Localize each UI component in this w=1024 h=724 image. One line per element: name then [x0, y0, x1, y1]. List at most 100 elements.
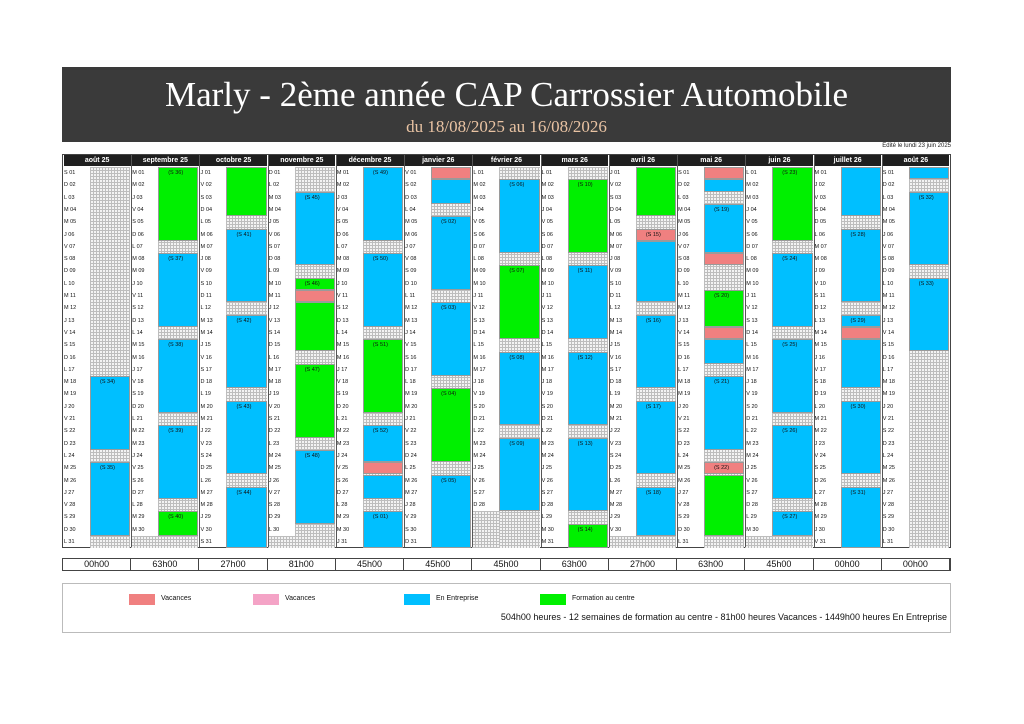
day-label: M 23 — [473, 440, 486, 447]
day-label: V 09 — [200, 268, 212, 275]
day-label: D 28 — [746, 502, 758, 509]
day-label: L 22 — [541, 428, 553, 435]
week-number-label: (S 19) — [714, 206, 730, 213]
day-label: D 03 — [405, 194, 417, 201]
month-total: 45h00 — [745, 559, 814, 570]
centre-block — [294, 363, 335, 438]
day-label: M 17 — [746, 366, 759, 373]
day-label: J 25 — [473, 465, 484, 472]
day-label: V 30 — [200, 526, 212, 533]
day-label: M 25 — [268, 465, 281, 472]
month-header: octobre 25 — [199, 155, 268, 166]
legend-label: Vacances — [161, 595, 192, 602]
day-label: S 06 — [473, 231, 485, 238]
week-number-label: (S 49) — [372, 170, 388, 176]
week-number-label: (S 48) — [304, 452, 320, 459]
centre-block — [567, 179, 608, 254]
day-label: D 06 — [132, 231, 144, 238]
week-number-label: (S 36) — [168, 170, 184, 176]
entreprise-block — [635, 314, 677, 389]
entreprise-block — [431, 302, 472, 377]
entreprise-block — [567, 437, 608, 512]
day-label: M 10 — [268, 280, 281, 287]
day-label: S 03 — [609, 194, 622, 201]
day-label: L 24 — [64, 452, 75, 459]
day-label: M 12 — [678, 305, 691, 312]
day-label: M 18 — [678, 379, 691, 386]
vacances-block — [704, 326, 745, 340]
day-label: J 17 — [336, 366, 348, 373]
day-label: M 13 — [405, 317, 418, 324]
day-label: V 28 — [64, 502, 76, 509]
entreprise-block — [567, 265, 608, 340]
day-label: J 17 — [132, 366, 143, 373]
day-label: V 22 — [405, 428, 417, 435]
day-label: J 26 — [268, 477, 280, 484]
week-number-label: (S 24) — [782, 256, 798, 263]
day-label: J 20 — [882, 403, 894, 410]
day-label: J 11 — [746, 293, 757, 299]
week-number-label: (S 35) — [100, 465, 115, 472]
day-label: S 14 — [268, 329, 281, 336]
day-label: M 19 — [882, 391, 895, 398]
day-label: V 05 — [541, 219, 553, 226]
centre-block — [431, 388, 472, 463]
day-label: J 09 — [814, 268, 825, 275]
day-label: S 04 — [814, 206, 826, 213]
day-label: M 04 — [678, 206, 691, 213]
day-label: L 10 — [64, 280, 75, 287]
day-label: S 17 — [200, 366, 212, 373]
day-label: J 24 — [336, 452, 348, 459]
month-separator — [472, 155, 474, 547]
month-separator — [677, 155, 679, 547]
day-label: M 02 — [132, 182, 145, 189]
day-label: V 31 — [814, 539, 826, 545]
day-label: D 19 — [814, 391, 827, 398]
day-label: D 22 — [268, 428, 281, 435]
day-label: L 28 — [132, 502, 143, 509]
month-header: décembre 25 — [336, 155, 404, 166]
week-number-label: (S 34) — [100, 379, 115, 386]
day-label: L 14 — [336, 329, 348, 336]
entreprise-block — [90, 376, 131, 450]
day-label: L 21 — [132, 416, 143, 422]
day-label: S 27 — [541, 489, 553, 496]
day-label: J 03 — [336, 194, 348, 201]
vacances-block — [362, 462, 404, 475]
day-label: S 03 — [200, 194, 212, 201]
day-label: S 31 — [200, 539, 212, 545]
entreprise-block — [362, 253, 404, 327]
month-header: juillet 26 — [814, 155, 882, 166]
day-label: V 04 — [132, 206, 144, 213]
month-total: 45h00 — [472, 559, 541, 570]
day-label: J 01 — [609, 170, 621, 176]
day-label: V 04 — [336, 206, 349, 213]
day-label: J 16 — [814, 354, 825, 361]
day-label: J 08 — [200, 256, 211, 263]
day-label: V 28 — [678, 502, 690, 509]
day-label: S 24 — [609, 452, 622, 459]
day-label: M 04 — [268, 206, 281, 213]
day-label: M 09 — [336, 268, 350, 275]
centre-block — [294, 277, 335, 290]
day-label: V 29 — [405, 514, 417, 521]
day-label: M 17 — [541, 366, 554, 373]
day-label: V 01 — [405, 170, 417, 176]
week-number-label: (S 32) — [918, 194, 934, 201]
month-header: août 25 — [63, 155, 131, 166]
day-label: V 12 — [541, 305, 553, 312]
day-label: D 15 — [268, 342, 281, 349]
week-number-label: (S 39) — [168, 428, 184, 435]
day-label: D 14 — [473, 329, 485, 336]
day-label: M 19 — [678, 391, 691, 398]
day-label: L 03 — [64, 194, 75, 201]
entreprise-block — [158, 253, 199, 327]
day-label: M 20 — [405, 403, 418, 410]
month-separator — [199, 155, 201, 547]
day-label: L 26 — [200, 477, 211, 484]
day-label: L 12 — [200, 305, 211, 312]
entreprise-block — [704, 339, 745, 364]
day-label: M 22 — [132, 428, 145, 435]
day-label: M 03 — [473, 194, 486, 201]
day-label: V 13 — [268, 317, 281, 324]
